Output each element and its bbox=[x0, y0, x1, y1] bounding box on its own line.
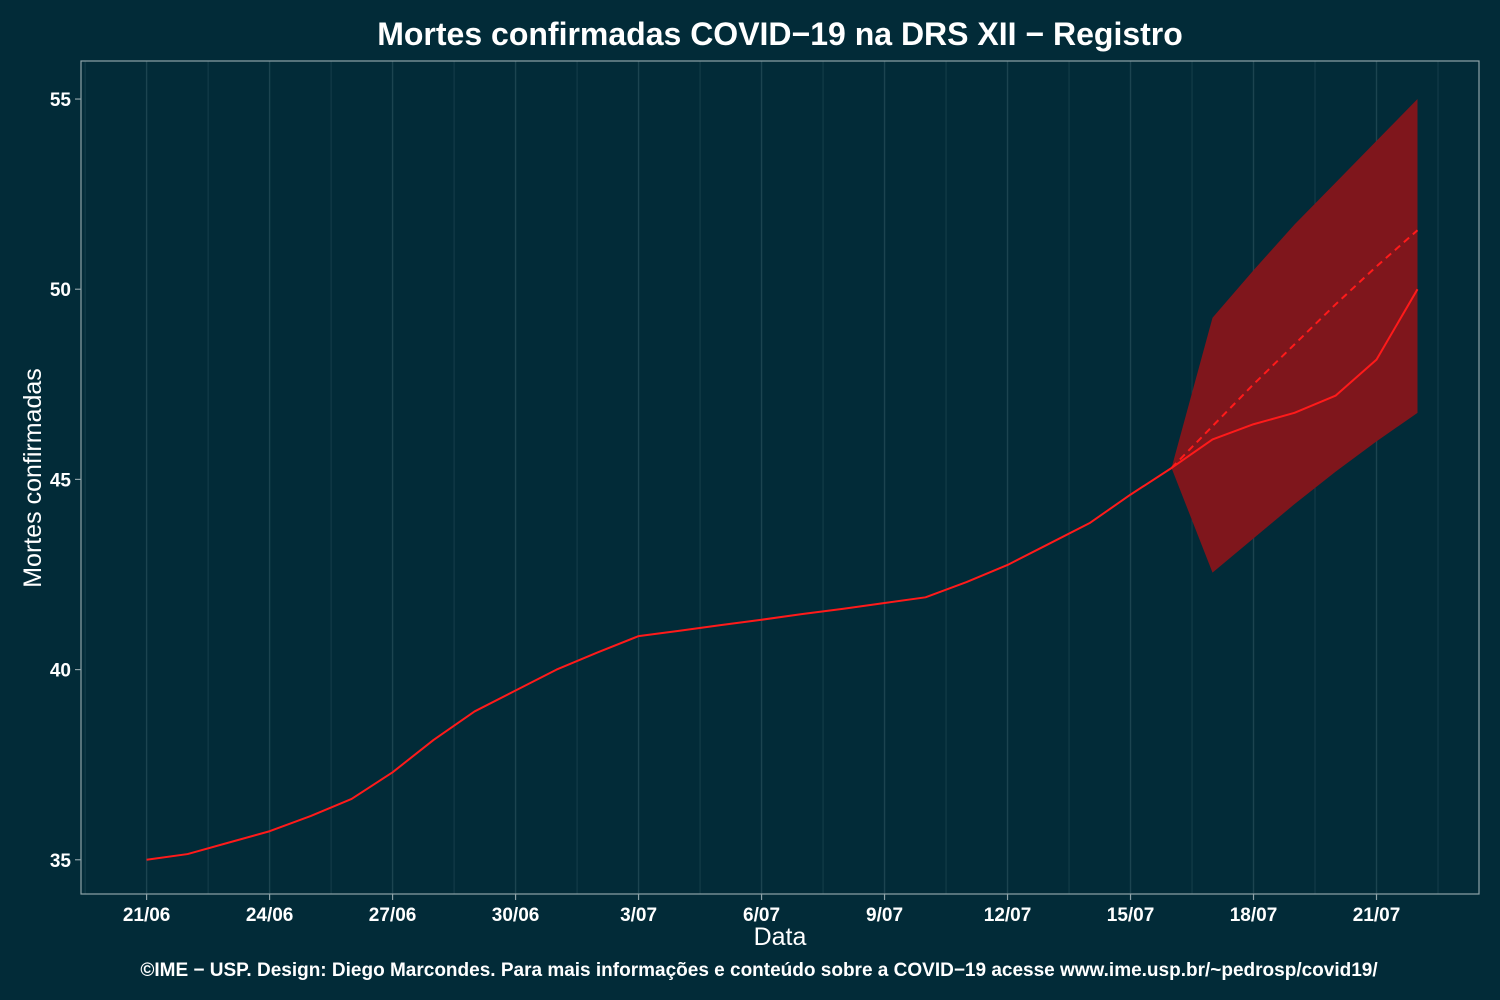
x-tick-label: 18/07 bbox=[1230, 905, 1278, 926]
series-line-projection bbox=[1170, 229, 1419, 469]
chart-caption: ©IME − USP. Design: Diego Marcondes. Par… bbox=[140, 960, 1378, 981]
grid bbox=[84, 61, 1439, 894]
x-tick-label: 15/07 bbox=[1107, 905, 1155, 926]
confidence-band-area bbox=[1171, 99, 1418, 573]
x-tick-label: 3/07 bbox=[620, 905, 657, 926]
y-tick-label: 50 bbox=[50, 280, 71, 301]
chart-title: Mortes confirmadas COVID−19 na DRS XII −… bbox=[377, 16, 1183, 52]
x-axis-label: Data bbox=[754, 923, 807, 951]
x-tick-label: 21/06 bbox=[123, 905, 171, 926]
confidence-band bbox=[1171, 99, 1418, 573]
plot-frame bbox=[80, 60, 1480, 895]
series-lines bbox=[146, 229, 1419, 861]
x-tick-label: 30/06 bbox=[492, 905, 540, 926]
y-axis-label: Mortes confirmadas bbox=[19, 368, 47, 588]
x-tick-label: 21/07 bbox=[1353, 905, 1401, 926]
y-axis-ticks: 35 40 45 50 55 bbox=[50, 90, 81, 872]
y-tick-label: 40 bbox=[50, 661, 71, 682]
x-tick-label: 12/07 bbox=[984, 905, 1032, 926]
x-tick-label: 9/07 bbox=[866, 905, 903, 926]
x-tick-label: 6/07 bbox=[743, 905, 780, 926]
y-tick-label: 45 bbox=[50, 470, 72, 491]
series-line-confirmed bbox=[146, 288, 1419, 861]
x-axis-ticks: 21/06 24/06 27/06 30/06 3/07 6/07 9/07 12/07 15/… bbox=[123, 894, 1400, 926]
y-tick-label: 55 bbox=[50, 90, 72, 111]
x-tick-label: 24/06 bbox=[246, 905, 294, 926]
x-tick-label: 27/06 bbox=[369, 905, 417, 926]
y-tick-label: 35 bbox=[50, 851, 72, 872]
